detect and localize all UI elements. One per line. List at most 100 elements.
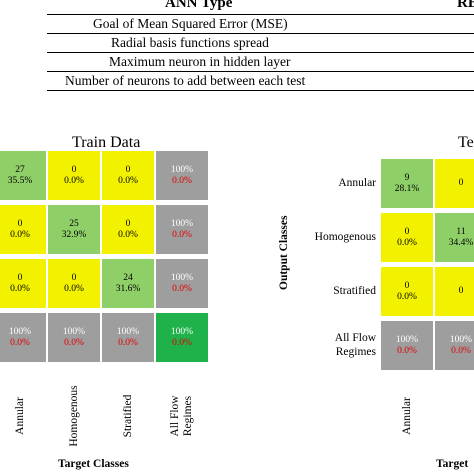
parameter-row: Radial basis functions spread (47, 34, 474, 53)
train-matrix-cell: 100% 0.0% (156, 151, 208, 200)
cell-percent: 0.0% (10, 283, 30, 294)
cell-count: 0 (17, 218, 23, 229)
parameter-row: Maximum neuron in hidden layer (47, 53, 474, 72)
train-matrix-cell: 100% 0.0% (156, 205, 208, 254)
cell-count: 25 (69, 218, 79, 229)
y-tick-label-line: Annular (338, 177, 376, 189)
cell-count: 9 (404, 172, 410, 183)
cell-count: 100% (170, 272, 194, 283)
parameter-table: ANN Type RB Goal of Mean Squared Error (… (47, 0, 474, 91)
x-tick-label-line: Stratified (121, 394, 134, 438)
test-matrix-cell: 11 34.4% (435, 213, 474, 262)
cell-count: 0 (458, 178, 464, 188)
cell-percent: 35.5% (7, 175, 33, 186)
y-tick-label: All Flow Regimes (335, 331, 376, 359)
train-matrix-cell: 0 0.0% (102, 205, 154, 254)
x-tick-label: Annular (401, 376, 414, 456)
cell-percent: 0.0% (118, 175, 138, 186)
cell-percent: 0.0% (172, 337, 192, 348)
cell-percent: 0.0% (172, 175, 192, 186)
cell-percent: 0.0% (172, 283, 192, 294)
cell-count: 0 (458, 286, 464, 296)
train-matrix-cell: 25 32.9% (48, 205, 100, 254)
cell-count: 0 (404, 226, 410, 237)
cell-count: 100% (449, 334, 473, 345)
cell-count: 100% (170, 218, 194, 229)
test-matrix-cell: 0 0.0% (381, 267, 433, 316)
cell-percent: 28.1% (394, 183, 420, 194)
cell-count: 100% (116, 326, 140, 337)
train-matrix-cell: 100% 0.0% (0, 313, 46, 362)
test-matrix-cell: 100% 0.0% (435, 321, 474, 370)
cell-count: 100% (395, 334, 419, 345)
cell-percent: 0.0% (397, 345, 417, 356)
cell-count: 100% (170, 326, 194, 337)
cell-count: 0 (404, 280, 410, 291)
x-tick-label: All Flow Regimes (169, 376, 195, 456)
test-matrix-cell: 0 (435, 159, 474, 208)
test-matrix-cell: 9 28.1% (381, 159, 433, 208)
cell-percent: 0.0% (10, 337, 30, 348)
parameter-row: Number of neurons to add between each te… (47, 72, 474, 91)
train-matrix-cell: 0 0.0% (0, 205, 46, 254)
train-matrix-cell: 100% 0.0% (156, 313, 208, 362)
x-tick-label-line: Homogenous (67, 385, 80, 447)
cell-percent: 0.0% (118, 337, 138, 348)
train-matrix-cell: 27 35.5% (0, 151, 46, 200)
cell-count: 0 (125, 164, 131, 175)
test-matrix-cell: 0 (435, 267, 474, 316)
cell-percent: 0.0% (64, 337, 84, 348)
cell-percent: 31.6% (115, 283, 141, 294)
cell-count: 11 (456, 226, 466, 237)
rb-header: RB (457, 0, 474, 11)
cell-percent: 34.4% (448, 237, 474, 248)
parameter-label: Goal of Mean Squared Error (MSE) (93, 16, 288, 31)
y-tick-label-line: Stratified (333, 285, 376, 297)
train-matrix-cell: 100% 0.0% (48, 313, 100, 362)
test-panel-title: Te (458, 134, 474, 151)
train-matrix-cell: 24 31.6% (102, 259, 154, 308)
y-tick-label: Homogenous (315, 230, 376, 244)
train-matrix-cell: 0 0.0% (0, 259, 46, 308)
train-matrix-cell: 100% 0.0% (156, 259, 208, 308)
cell-count: 0 (71, 272, 77, 283)
x-tick-label-line: All Flow (169, 395, 181, 437)
train-matrix-cell: 100% 0.0% (102, 313, 154, 362)
cell-count: 100% (8, 326, 32, 337)
parameter-label: Number of neurons to add between each te… (65, 73, 306, 88)
train-matrix-cell: 0 0.0% (102, 151, 154, 200)
cell-percent: 0.0% (64, 175, 84, 186)
cell-count: 0 (17, 272, 23, 283)
parameter-row: Goal of Mean Squared Error (MSE) (47, 15, 474, 34)
cell-percent: 0.0% (397, 237, 417, 248)
cell-percent: 0.0% (172, 229, 192, 240)
cell-percent: 0.0% (397, 291, 417, 302)
parameter-label: Maximum neuron in hidden layer (109, 54, 291, 69)
x-tick-label-line: Regimes (182, 395, 194, 437)
cell-percent: 0.0% (10, 229, 30, 240)
train-x-axis-title: Target Classes (58, 458, 129, 470)
cell-percent: 0.0% (64, 283, 84, 294)
train-panel-title: Train Data (72, 134, 141, 151)
x-tick-label-line: Annular (13, 397, 26, 435)
cell-count: 0 (71, 164, 77, 175)
test-x-axis-title: Target (436, 458, 469, 470)
cell-count: 100% (62, 326, 86, 337)
x-tick-label: Stratified (122, 376, 135, 456)
parameter-table-header: ANN Type RB (47, 0, 474, 15)
cell-percent: 0.0% (118, 229, 138, 240)
x-tick-label-line: Annular (400, 397, 413, 435)
cell-count: 27 (15, 164, 25, 175)
parameter-label: Radial basis functions spread (111, 35, 269, 50)
test-matrix-cell: 0 0.0% (381, 213, 433, 262)
cell-percent: 32.9% (61, 229, 87, 240)
cell-count: 100% (170, 164, 194, 175)
y-tick-label-line: All Flow (334, 332, 376, 344)
cell-percent: 0.0% (451, 345, 471, 356)
test-y-axis-title: Output Classes (278, 215, 290, 290)
cell-count: 0 (125, 218, 131, 229)
ann-type-header: ANN Type (165, 0, 233, 11)
y-tick-label: Stratified (333, 284, 376, 298)
train-matrix-cell: 0 0.0% (48, 259, 100, 308)
cell-count: 24 (123, 272, 133, 283)
